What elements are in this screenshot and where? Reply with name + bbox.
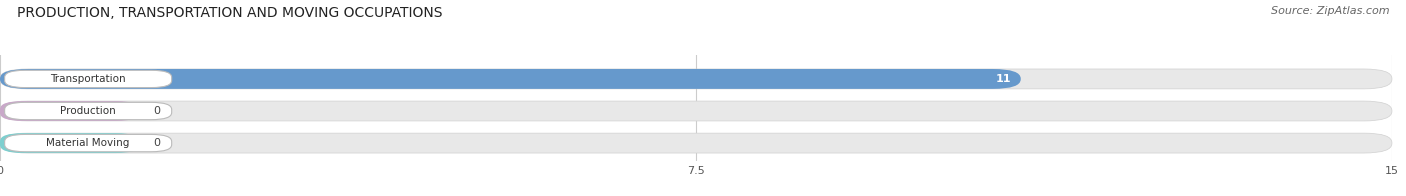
Text: Material Moving: Material Moving <box>46 138 129 148</box>
FancyBboxPatch shape <box>0 69 1392 89</box>
FancyBboxPatch shape <box>0 133 1392 153</box>
Text: 0: 0 <box>153 138 160 148</box>
Text: PRODUCTION, TRANSPORTATION AND MOVING OCCUPATIONS: PRODUCTION, TRANSPORTATION AND MOVING OC… <box>17 6 443 20</box>
Text: 0: 0 <box>153 106 160 116</box>
FancyBboxPatch shape <box>0 133 139 153</box>
FancyBboxPatch shape <box>4 134 172 152</box>
FancyBboxPatch shape <box>0 101 139 121</box>
Text: 11: 11 <box>995 74 1011 84</box>
Text: Transportation: Transportation <box>51 74 127 84</box>
FancyBboxPatch shape <box>4 102 172 120</box>
Text: Source: ZipAtlas.com: Source: ZipAtlas.com <box>1271 6 1389 16</box>
Text: Production: Production <box>60 106 117 116</box>
FancyBboxPatch shape <box>0 101 1392 121</box>
FancyBboxPatch shape <box>4 70 172 88</box>
FancyBboxPatch shape <box>0 69 1021 89</box>
